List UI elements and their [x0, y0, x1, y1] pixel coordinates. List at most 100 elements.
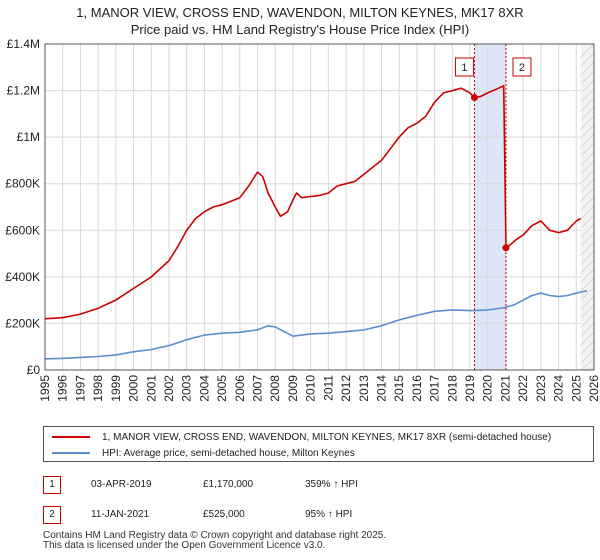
forecast-hatch	[580, 331, 595, 346]
forecast-hatch	[580, 79, 595, 94]
x-tick-label: 2004	[197, 375, 211, 402]
x-tick-label: 2008	[268, 375, 282, 402]
sale-label-box	[454, 57, 474, 77]
y-tick-label: £1M	[17, 130, 40, 144]
legend-item-hpi: HPI: Average price, semi-detached house,…	[52, 445, 355, 461]
x-tick-label: 2003	[180, 375, 194, 402]
forecast-hatch	[580, 43, 595, 58]
transaction-price: £1,170,000	[203, 479, 254, 490]
transaction-badge: 2	[43, 506, 61, 524]
x-tick-label: 2019	[463, 375, 477, 402]
x-tick-label: 2023	[534, 375, 548, 402]
x-tick-label: 2022	[516, 375, 530, 402]
x-tick-label: 2014	[374, 375, 388, 402]
forecast-hatch	[580, 142, 595, 157]
forecast-hatch	[580, 268, 595, 283]
x-tick-label: 2011	[321, 375, 335, 401]
forecast-hatch	[580, 304, 595, 319]
transaction-hpi-change: 359% ↑ HPI	[305, 479, 358, 490]
y-tick-label: £600K	[5, 223, 40, 237]
x-tick-label: 2026	[587, 375, 600, 402]
x-tick-label: 2021	[498, 375, 512, 402]
x-tick-label: 1996	[56, 375, 70, 402]
x-tick-label: 1995	[38, 375, 52, 402]
sale-point	[470, 94, 478, 102]
forecast-hatch	[580, 61, 595, 76]
sale-label-box	[512, 57, 532, 77]
forecast-hatch	[580, 187, 595, 202]
sale-point	[502, 244, 510, 252]
x-tick-label: 2024	[552, 375, 566, 402]
forecast-hatch	[580, 358, 595, 371]
x-tick-label: 2000	[127, 375, 141, 402]
plot-frame	[44, 43, 595, 371]
x-tick-label: 2025	[569, 375, 583, 402]
x-tick-label: 2020	[481, 375, 495, 402]
x-tick-label: 2007	[251, 375, 265, 402]
legend-swatch-property	[52, 436, 90, 438]
x-tick-label: 2001	[144, 375, 158, 402]
forecast-hatch	[580, 286, 595, 301]
forecast-hatch	[580, 169, 595, 184]
forecast-hatch	[580, 349, 595, 364]
forecast-hatch	[580, 250, 595, 265]
transaction-hpi-change: 95% ↑ HPI	[305, 509, 353, 520]
forecast-hatch	[580, 88, 595, 103]
transaction-row: 1 03-APR-2019 £1,170,000 359% ↑ HPI	[43, 476, 443, 496]
hpi-line	[44, 290, 588, 360]
x-tick-label: 2013	[357, 375, 371, 402]
highlight-layer	[474, 44, 506, 370]
chart-title-line2: Price paid vs. HM Land Registry's House …	[130, 22, 470, 37]
forecast-hatch	[580, 295, 595, 310]
y-tick-label: £0	[27, 363, 41, 377]
forecast-hatch	[580, 52, 595, 67]
x-tick-label: 2017	[428, 375, 442, 402]
y-tick-label: £800K	[5, 177, 40, 191]
forecast-hatch	[580, 160, 595, 175]
legend-label-property: 1, MANOR VIEW, CROSS END, WAVENDON, MILT…	[102, 431, 552, 443]
x-tick-label: 2009	[286, 375, 300, 402]
chart-title-line1: 1, MANOR VIEW, CROSS END, WAVENDON, MILT…	[76, 5, 524, 20]
sale-label: 1	[461, 62, 467, 74]
forecast-hatch	[580, 205, 595, 220]
forecast-hatch	[580, 106, 595, 121]
legend-swatch-hpi	[52, 452, 90, 454]
forecast-hatch	[580, 178, 595, 193]
forecast-hatch	[580, 223, 595, 238]
y-tick-label: £1.4M	[7, 37, 40, 51]
x-tick-label: 1999	[109, 375, 123, 402]
forecast-hatch	[580, 322, 595, 337]
x-tick-label: 2015	[392, 375, 406, 402]
forecast-hatch	[580, 340, 595, 355]
footer-copyright: Contains HM Land Registry data © Crown c…	[43, 530, 387, 541]
legend: 1, MANOR VIEW, CROSS END, WAVENDON, MILT…	[43, 426, 594, 462]
footer-licence: This data is licensed under the Open Gov…	[43, 540, 326, 551]
forecast-hatch	[580, 313, 595, 328]
sale-period-highlight	[474, 44, 506, 370]
x-tick-label: 2005	[215, 375, 229, 402]
forecast-hatch	[580, 196, 595, 211]
forecast-hatch	[580, 70, 595, 85]
footer: Contains HM Land Registry data © Crown c…	[43, 531, 386, 551]
x-tick-label: 1998	[91, 375, 105, 402]
transaction-date: 03-APR-2019	[91, 479, 152, 490]
x-tick-label: 2010	[304, 375, 318, 402]
grid-layer	[44, 43, 595, 371]
legend-label-hpi: HPI: Average price, semi-detached house,…	[102, 447, 355, 459]
x-tick-label: 2002	[162, 375, 176, 402]
forecast-hatch	[580, 115, 595, 130]
x-tick-label: 2006	[233, 375, 247, 402]
forecast-hatch	[580, 214, 595, 229]
forecast-hatch	[580, 124, 595, 139]
legend-item-property: 1, MANOR VIEW, CROSS END, WAVENDON, MILT…	[52, 429, 551, 445]
y-axis-ticks: £0 £200K £400K £600K £800K £1M £1.2M £1.4M	[5, 37, 40, 377]
y-tick-label: £1.2M	[7, 84, 40, 98]
forecast-hatch	[580, 241, 595, 256]
x-tick-label: 2016	[410, 375, 424, 402]
forecast-hatch	[580, 97, 595, 112]
x-tick-label: 1997	[73, 375, 87, 402]
x-tick-label: 2012	[339, 375, 353, 402]
chart-title: 1, MANOR VIEW, CROSS END, WAVENDON, MILT…	[0, 4, 600, 38]
y-tick-label: £200K	[5, 316, 40, 330]
